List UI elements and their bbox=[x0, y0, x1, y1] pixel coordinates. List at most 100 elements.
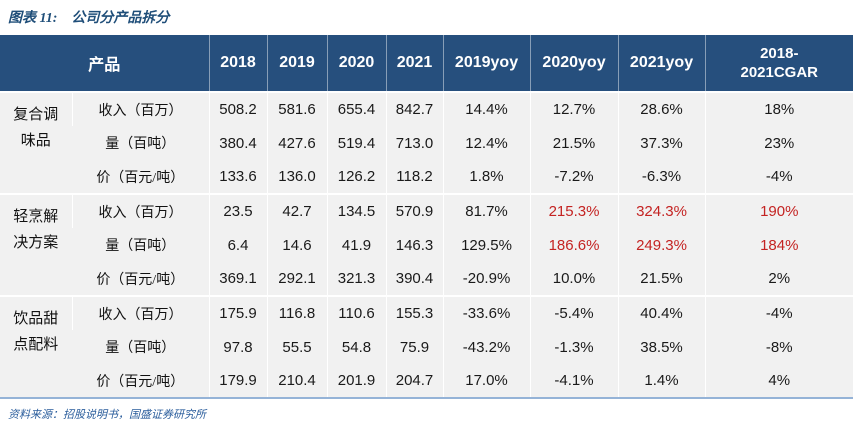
table-row: 量（百吨） 380.4 427.6 519.4 713.0 12.4% 21.5% 37.3%… bbox=[0, 126, 853, 160]
col-header-2020: 2020 bbox=[326, 35, 387, 93]
value-cell: 179.9 bbox=[208, 364, 268, 398]
value-cell: -6.3% bbox=[617, 160, 706, 194]
value-cell: 41.9 bbox=[326, 228, 387, 262]
category-cell: 轻烹解 决方案 bbox=[0, 193, 72, 296]
value-cell: 126.2 bbox=[326, 160, 387, 194]
value-cell: -8% bbox=[704, 330, 853, 364]
col-header-product: 产品 bbox=[0, 35, 210, 93]
value-cell: 55.5 bbox=[266, 330, 328, 364]
value-cell: 12.7% bbox=[529, 91, 619, 126]
value-cell: 4% bbox=[704, 364, 853, 398]
metric-cell: 量（百吨） bbox=[72, 330, 210, 364]
metric-cell: 量（百吨） bbox=[72, 126, 210, 160]
value-cell: 581.6 bbox=[266, 91, 328, 126]
value-cell: 380.4 bbox=[208, 126, 268, 160]
col-header-2019yoy: 2019yoy bbox=[442, 35, 531, 93]
product-breakdown-table: 产品 2018 2019 2020 2021 2019yoy 2020yoy 2021yoy 2… bbox=[0, 35, 853, 399]
value-cell: 292.1 bbox=[266, 262, 328, 296]
value-cell: 6.4 bbox=[208, 228, 268, 262]
category-cell: 复合调 味品 bbox=[0, 91, 72, 194]
value-cell: -4% bbox=[704, 160, 853, 194]
value-cell: 12.4% bbox=[442, 126, 531, 160]
col-header-2019: 2019 bbox=[266, 35, 328, 93]
value-cell: 842.7 bbox=[385, 91, 444, 126]
table-body: 复合调 味品 收入（百万） 508.2 581.6 655.4 842.7 14.4% 12.… bbox=[0, 91, 853, 398]
value-cell: 21.5% bbox=[529, 126, 619, 160]
metric-cell: 价（百元/吨） bbox=[72, 160, 210, 194]
value-cell: 249.3% bbox=[617, 228, 706, 262]
value-cell: 14.6 bbox=[266, 228, 328, 262]
metric-cell: 量（百吨） bbox=[72, 228, 210, 262]
value-cell: 10.0% bbox=[529, 262, 619, 296]
value-cell: 133.6 bbox=[208, 160, 268, 194]
value-cell: 54.8 bbox=[326, 330, 387, 364]
value-cell: -43.2% bbox=[442, 330, 531, 364]
value-cell: 1.4% bbox=[617, 364, 706, 398]
value-cell: -33.6% bbox=[442, 295, 531, 330]
value-cell: 37.3% bbox=[617, 126, 706, 160]
figure-title: 公司分产品拆分 bbox=[71, 11, 170, 26]
value-cell: 204.7 bbox=[385, 364, 444, 398]
value-cell: 570.9 bbox=[385, 193, 444, 228]
metric-cell: 收入（百万） bbox=[71, 295, 210, 330]
value-cell: -20.9% bbox=[442, 262, 531, 296]
metric-cell: 收入（百万） bbox=[71, 193, 210, 228]
value-cell: -1.3% bbox=[529, 330, 619, 364]
source-note: 资料来源：招股说明书，国盛证券研究所 bbox=[8, 409, 206, 421]
value-cell: -5.4% bbox=[529, 295, 619, 330]
value-cell: 508.2 bbox=[208, 91, 268, 126]
metric-cell: 价（百元/吨） bbox=[72, 262, 210, 296]
value-cell: -7.2% bbox=[529, 160, 619, 194]
value-cell: 42.7 bbox=[266, 193, 328, 228]
value-cell: 175.9 bbox=[208, 295, 268, 330]
value-cell: 190% bbox=[704, 193, 853, 228]
value-cell: 2% bbox=[704, 262, 853, 296]
value-cell: 23% bbox=[704, 126, 853, 160]
value-cell: 23.5 bbox=[208, 193, 268, 228]
value-cell: 118.2 bbox=[385, 160, 444, 194]
value-cell: 427.6 bbox=[266, 126, 328, 160]
value-cell: 28.6% bbox=[617, 91, 706, 126]
table-row: 复合调 味品 收入（百万） 508.2 581.6 655.4 842.7 14.4% 12.… bbox=[0, 91, 853, 194]
table-row: 饮品甜 点配料 收入（百万） 175.9 116.8 110.6 155.3 -33.6% -… bbox=[0, 295, 853, 398]
value-cell: 215.3% bbox=[529, 193, 619, 228]
value-cell: 155.3 bbox=[385, 295, 444, 330]
value-cell: 369.1 bbox=[208, 262, 268, 296]
table-row: 轻烹解 决方案 收入（百万） 23.5 42.7 134.5 570.9 81.7% 215.… bbox=[0, 193, 853, 296]
metric-cell: 价（百元/吨） bbox=[72, 364, 210, 398]
value-cell: 75.9 bbox=[385, 330, 444, 364]
table-row: 量（百吨） 97.8 55.5 54.8 75.9 -43.2% -1.3% 38.5% -8% bbox=[0, 330, 853, 364]
metric-cell: 收入（百万） bbox=[71, 91, 210, 126]
value-cell: 97.8 bbox=[208, 330, 268, 364]
value-cell: 713.0 bbox=[385, 126, 444, 160]
col-header-2020yoy: 2020yoy bbox=[529, 35, 619, 93]
col-header-cgar: 2018- 2021CGAR bbox=[704, 35, 853, 93]
value-cell: 14.4% bbox=[442, 91, 531, 126]
value-cell: -4.1% bbox=[529, 364, 619, 398]
table-row: 价（百元/吨） 179.9 210.4 201.9 204.7 17.0% -4.1% 1.4… bbox=[0, 364, 853, 398]
value-cell: 201.9 bbox=[326, 364, 387, 398]
table-row: 价（百元/吨） 369.1 292.1 321.3 390.4 -20.9% 10.0% 21… bbox=[0, 262, 853, 296]
value-cell: 18% bbox=[704, 91, 853, 126]
value-cell: 116.8 bbox=[266, 295, 328, 330]
col-header-2021: 2021 bbox=[385, 35, 444, 93]
value-cell: 81.7% bbox=[442, 193, 531, 228]
value-cell: 321.3 bbox=[326, 262, 387, 296]
table-row: 价（百元/吨） 133.6 136.0 126.2 118.2 1.8% -7.2% -6.3… bbox=[0, 160, 853, 194]
value-cell: 186.6% bbox=[529, 228, 619, 262]
value-cell: 21.5% bbox=[617, 262, 706, 296]
figure-title-row: 图表 11: 公司分产品拆分 bbox=[0, 0, 853, 29]
value-cell: 136.0 bbox=[266, 160, 328, 194]
value-cell: 1.8% bbox=[442, 160, 531, 194]
value-cell: 146.3 bbox=[385, 228, 444, 262]
value-cell: 390.4 bbox=[385, 262, 444, 296]
value-cell: 134.5 bbox=[326, 193, 387, 228]
value-cell: 40.4% bbox=[617, 295, 706, 330]
value-cell: 38.5% bbox=[617, 330, 706, 364]
col-header-2018: 2018 bbox=[208, 35, 268, 93]
figure-label: 图表 11: bbox=[8, 11, 58, 26]
header-row: 产品 2018 2019 2020 2021 2019yoy 2020yoy 2021yoy 2… bbox=[0, 35, 853, 93]
value-cell: 184% bbox=[704, 228, 853, 262]
col-header-2021yoy: 2021yoy bbox=[617, 35, 706, 93]
